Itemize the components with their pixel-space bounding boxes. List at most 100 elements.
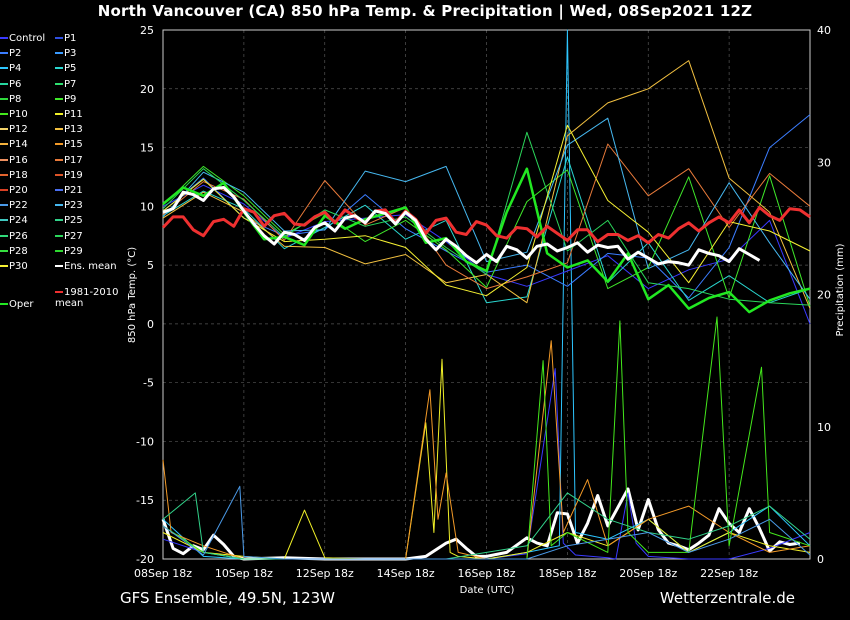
- precip-series-p22: [162, 485, 811, 560]
- y2-axis-label: Precipitation (mm): [835, 243, 846, 336]
- legend-swatch: [0, 219, 8, 222]
- legend-swatch: [0, 158, 8, 161]
- legend-item-p5: P5: [55, 63, 76, 74]
- x-axis-label: Date (UTC): [460, 585, 515, 596]
- legend-swatch: [55, 113, 63, 115]
- legend-label: P4: [9, 63, 22, 75]
- legend-label: Oper: [9, 299, 34, 310]
- legend-label: P18: [9, 169, 28, 181]
- y-tick-label: 5: [147, 259, 154, 272]
- temp-series-p17: [162, 143, 811, 290]
- legend-item-p8: P8: [0, 94, 21, 105]
- legend-item-p17: P17: [55, 155, 83, 166]
- legend-item-p19: P19: [55, 170, 83, 181]
- legend-swatch: [55, 37, 63, 39]
- legend-label: P26: [9, 230, 28, 242]
- legend-item-p12: P12: [0, 124, 28, 135]
- legend-swatch: [55, 97, 63, 100]
- y-tick-label: 20: [140, 83, 154, 96]
- legend-item-p13: P13: [55, 124, 83, 135]
- legend-swatch: [55, 67, 63, 70]
- legend-swatch: [55, 234, 63, 237]
- legend-label: P28: [9, 245, 28, 257]
- legend-label: P5: [64, 63, 77, 75]
- legend-swatch: [0, 143, 8, 146]
- legend-item-p16: P16: [0, 155, 28, 166]
- legend-swatch: [0, 173, 8, 176]
- legend-swatch: [0, 204, 8, 207]
- legend-swatch: [55, 173, 63, 176]
- legend-label: P21: [64, 185, 83, 196]
- legend-swatch: [0, 249, 8, 252]
- legend-label: Ens. mean: [64, 261, 117, 272]
- legend-swatch: [55, 128, 63, 131]
- legend-label: P13: [64, 124, 83, 136]
- legend-item-p2: P2: [0, 48, 21, 59]
- legend-label: P22: [9, 200, 28, 212]
- x-tick-label: 20Sep 18z: [619, 567, 677, 580]
- x-tick-label: 22Sep 18z: [700, 567, 758, 580]
- x-tick-label: 08Sep 18z: [134, 567, 192, 580]
- legend-swatch: [55, 204, 63, 207]
- legend-label: P7: [64, 78, 77, 90]
- legend-item-p9: P9: [55, 94, 76, 105]
- legend-item-p30: P30: [0, 261, 28, 272]
- legend-swatch: [0, 97, 8, 100]
- legend-item-p7: P7: [55, 79, 76, 90]
- legend-item-p1: P1: [55, 33, 76, 44]
- temp-series-oper: [162, 167, 811, 314]
- legend-swatch: [0, 113, 8, 115]
- legend-item-p11: P11: [55, 109, 83, 120]
- legend-swatch: [0, 189, 8, 191]
- legend-item-p10: P10: [0, 109, 28, 120]
- legend-swatch: [55, 291, 63, 293]
- legend-label: P19: [64, 169, 83, 181]
- legend-item-control: Control: [0, 33, 45, 44]
- temp-series-p9: [162, 165, 811, 307]
- legend-swatch: [55, 219, 63, 222]
- legend-swatch: [55, 143, 63, 146]
- legend-label: 1981-2010 mean: [55, 287, 119, 309]
- temp-series-ens-mean: [162, 186, 761, 267]
- legend-label: P6: [9, 78, 22, 90]
- legend-label: P8: [9, 93, 22, 105]
- legend-label: P11: [64, 109, 83, 120]
- y-tick-label: -20: [136, 553, 154, 566]
- legend-item-p6: P6: [0, 79, 21, 90]
- y2-tick-label: 0: [817, 553, 824, 566]
- legend-label: P2: [9, 48, 22, 60]
- temp-series-p27: [162, 131, 811, 306]
- legend-item-p15: P15: [55, 139, 83, 150]
- legend-label: P3: [64, 48, 77, 60]
- precip-series-ens-mean: [161, 487, 801, 561]
- y2-tick-label: 10: [817, 421, 831, 434]
- y-axis-label: 850 hPa Temp. (°C): [127, 247, 138, 343]
- y-tick-label: 0: [147, 318, 154, 331]
- temp-series-p30: [162, 124, 811, 297]
- legend-swatch: [0, 303, 8, 305]
- y2-tick-label: 40: [817, 24, 831, 37]
- legend-label: P1: [64, 33, 77, 44]
- y-tick-label: -10: [136, 435, 154, 448]
- legend-swatch: [0, 128, 8, 131]
- legend-swatch: [0, 234, 8, 237]
- legend-item-p21: P21: [55, 185, 83, 196]
- legend-item-p4: P4: [0, 63, 21, 74]
- legend: Control P1 P2 P3 P4 P5 P6 P7 P8 P9 P10 P11 P12 P13 P14…: [0, 33, 135, 323]
- legend-item-p22: P22: [0, 200, 28, 211]
- legend-item-1981-2010-mean: 1981-2010 mean: [55, 287, 130, 309]
- legend-item-p20: P20: [0, 185, 28, 196]
- legend-swatch: [55, 158, 63, 161]
- y2-tick-label: 20: [817, 289, 831, 302]
- legend-label: P16: [9, 154, 28, 166]
- chart-title: North Vancouver (CA) 850 hPa Temp. & Pre…: [97, 2, 753, 20]
- y-tick-label: 10: [140, 200, 154, 213]
- legend-swatch: [0, 265, 8, 267]
- legend-label: P24: [9, 215, 28, 227]
- legend-label: P17: [64, 154, 83, 166]
- legend-label: P23: [64, 200, 83, 212]
- legend-item-p27: P27: [55, 231, 83, 242]
- legend-label: P12: [9, 124, 28, 136]
- legend-item-p3: P3: [55, 48, 76, 59]
